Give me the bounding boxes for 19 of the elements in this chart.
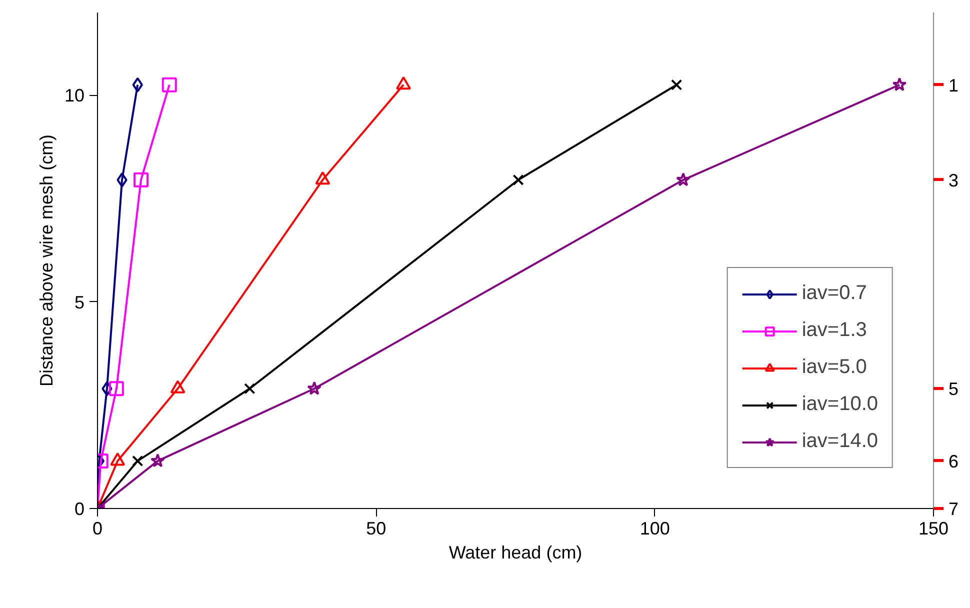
text: 7	[948, 499, 959, 519]
y-tick-label: 5	[74, 292, 85, 312]
text: 1	[948, 75, 959, 96]
legend-label: iav=0.7	[802, 282, 867, 305]
x-axis-title: Water head (cm)	[448, 542, 582, 562]
text: 6	[948, 451, 959, 472]
legend-label: iav=10.0	[802, 393, 878, 416]
y-axis-title: Distance above wire mesh (cm)	[36, 134, 56, 387]
y-tick-label: 10	[64, 86, 85, 106]
legend-label: iav=1.3	[802, 319, 867, 342]
y-tick-label: 0	[74, 499, 85, 519]
x-tick-label: 50	[366, 518, 386, 538]
text: 5	[948, 379, 959, 400]
x-tick-label: 100	[640, 518, 670, 538]
legend-label: iav=5.0	[802, 356, 867, 379]
x-tick-label: 150	[918, 518, 949, 538]
x-tick-label: 0	[92, 518, 103, 538]
legend-label: iav=14.0	[802, 430, 878, 453]
text: 3	[948, 170, 959, 190]
